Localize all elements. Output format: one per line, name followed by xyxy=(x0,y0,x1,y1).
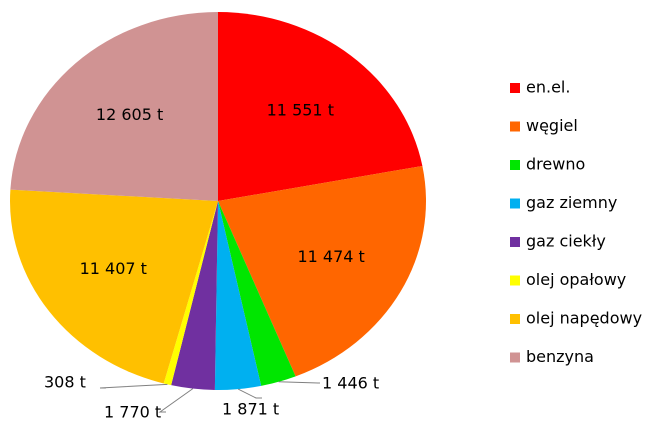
legend-label: olej opałowy xyxy=(526,270,626,289)
data-label: 1 770 t xyxy=(104,403,161,422)
legend-swatch xyxy=(510,237,520,247)
data-label: 1 871 t xyxy=(222,400,279,419)
pie-slice xyxy=(218,12,423,201)
data-label: 12 605 t xyxy=(96,105,163,124)
legend-swatch xyxy=(510,121,520,132)
legend-swatch xyxy=(510,275,520,286)
pie-slice xyxy=(218,201,296,386)
leader-line xyxy=(99,383,168,389)
pie-slice xyxy=(214,201,262,390)
data-label: 11 551 t xyxy=(267,100,334,119)
pie-slice xyxy=(163,201,218,386)
legend-swatch xyxy=(510,314,520,324)
data-label: 11 474 t xyxy=(297,247,364,266)
legend-swatch xyxy=(510,160,520,170)
legend-swatch xyxy=(510,198,520,209)
pie-slice xyxy=(218,165,427,377)
legend-label: gaz ziemny xyxy=(526,193,617,212)
legend-swatch xyxy=(510,83,520,93)
leader-line xyxy=(158,388,194,413)
legend-label: benzyna xyxy=(526,347,594,366)
leader-line xyxy=(237,388,262,399)
pie-slice xyxy=(171,201,218,390)
leader-line xyxy=(278,381,320,384)
legend-label: drewno xyxy=(526,155,585,174)
legend-label: węgiel xyxy=(526,116,578,135)
data-label: 308 t xyxy=(44,373,86,392)
data-label: 11 407 t xyxy=(80,259,147,278)
legend-swatch xyxy=(510,352,520,363)
pie-slice xyxy=(10,12,219,201)
data-label: 1 446 t xyxy=(322,374,379,393)
legend-label: gaz ciekły xyxy=(526,232,606,251)
legend-label: en.el. xyxy=(526,78,570,97)
legend-label: olej napędowy xyxy=(526,309,642,328)
pie-slice xyxy=(9,189,219,384)
